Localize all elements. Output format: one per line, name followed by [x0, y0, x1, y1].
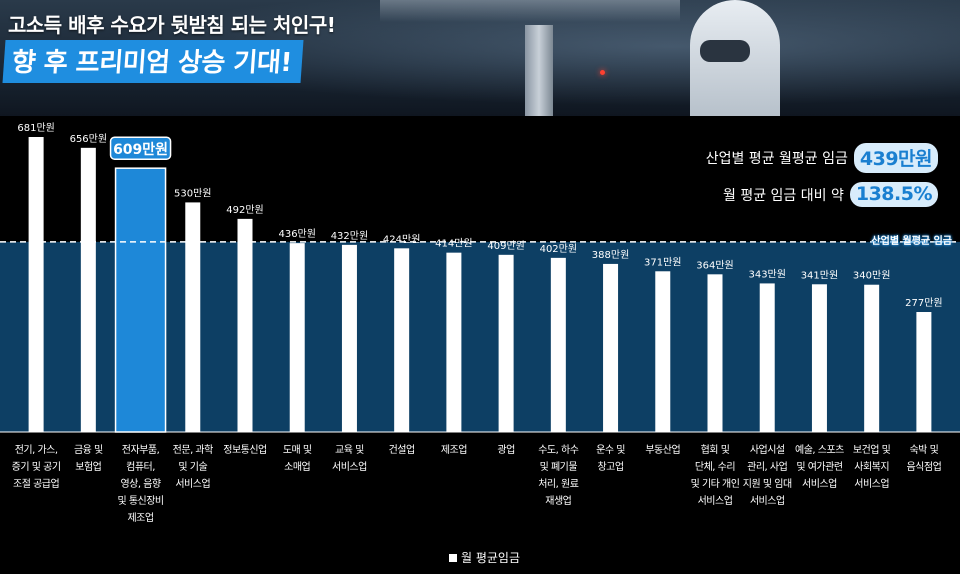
- value-label: 277만원: [905, 297, 943, 309]
- value-label: 388만원: [592, 249, 630, 261]
- bar: [811, 284, 827, 432]
- value-label: 371만원: [644, 256, 682, 268]
- value-label: 341만원: [801, 269, 839, 281]
- headline-subtitle: 고소득 배후 수요가 뒷받침 되는 처인구!: [8, 13, 336, 37]
- average-wage-value: 439만원: [853, 143, 938, 173]
- value-label: 409만원: [487, 240, 525, 252]
- bar: [550, 257, 566, 432]
- category-label: 사업시설 관리, 사업 지원 및 임대 서비스업: [742, 445, 792, 507]
- value-label: 364만원: [696, 259, 734, 271]
- value-label: 343만원: [748, 268, 786, 280]
- value-label: 340만원: [853, 270, 891, 282]
- category-label: 예술, 스포츠 및 여가관련 서비스업: [795, 445, 844, 490]
- bar: [446, 252, 462, 432]
- bar: [916, 312, 932, 432]
- bar: [864, 284, 880, 432]
- category-label: 전자부품, 컴퓨터, 영상, 음향 및 통신장비 제조업: [117, 445, 164, 524]
- bar: [289, 243, 305, 432]
- category-label: 금융 및 보험업: [73, 445, 103, 473]
- bar: [498, 254, 514, 432]
- category-label: 도매 및 소매업: [282, 445, 312, 473]
- category-label: 보건업 및 사회복지 서비스업: [852, 445, 891, 490]
- category-label: 수도, 하수 및 폐기물 처리, 원료 재생업: [538, 445, 579, 507]
- ratio-row: 월 평균 임금 대비 약 138.5%: [723, 182, 938, 207]
- value-label: 424만원: [383, 233, 421, 245]
- category-label: 전문, 과학 및 기술 서비스업: [172, 445, 214, 490]
- category-label: 협회 및 단체, 수리 및 기타 개인 서비스업: [690, 445, 740, 507]
- machine-tower: [525, 25, 553, 116]
- bar: [707, 274, 723, 432]
- value-label: 402만원: [540, 243, 578, 255]
- value-label: 432만원: [331, 230, 369, 242]
- bar: [237, 218, 253, 432]
- highlight-value-box: [109, 136, 172, 160]
- bar: [341, 244, 357, 432]
- value-label: 414만원: [435, 238, 473, 250]
- ratio-value: 138.5%: [849, 182, 938, 207]
- bar: [185, 202, 201, 432]
- value-label: 656만원: [70, 133, 108, 145]
- highlight-value-label: 609만원: [113, 142, 168, 158]
- category-label: 광업: [497, 445, 515, 456]
- category-label: 정보통신업: [223, 445, 267, 456]
- category-label: 전기, 가스, 증기 및 공기 조절 공급업: [11, 445, 61, 490]
- category-label: 운수 및 창고업: [596, 445, 625, 473]
- value-label: 492만원: [226, 204, 264, 216]
- bar: [28, 137, 44, 432]
- ratio-label: 월 평균 임금 대비 약: [723, 187, 844, 204]
- bar: [80, 147, 96, 433]
- worker-visor: [700, 40, 750, 62]
- category-label: 건설업: [388, 445, 416, 456]
- header-banner: 고소득 배후 수요가 뒷받침 되는 처인구! 향 후 프리미엄 상승 기대!: [0, 0, 960, 116]
- legend-label: 월 평균임금: [461, 551, 521, 565]
- bar: [655, 271, 671, 432]
- red-indicator: [600, 70, 605, 75]
- legend-swatch: [449, 553, 457, 562]
- legend: 월 평균임금: [449, 549, 520, 566]
- value-label: 436만원: [278, 228, 316, 240]
- ceiling-light: [380, 0, 680, 22]
- bar-highlight: [114, 167, 167, 433]
- category-label: 교육 및 서비스업: [332, 445, 367, 473]
- average-wage-label: 산업별 평균 월평균 임금: [705, 151, 848, 167]
- average-line-label: 산업별 월평균 임금: [871, 236, 952, 247]
- category-label: 제조업: [440, 445, 468, 456]
- average-wage-row: 산업별 평균 월평균 임금 439만원: [706, 143, 938, 173]
- bar: [603, 263, 619, 432]
- category-label: 부동산업: [645, 445, 681, 456]
- value-label: 681만원: [17, 122, 55, 134]
- value-label: 530만원: [174, 187, 212, 199]
- bar: [759, 283, 775, 432]
- bar: [394, 248, 410, 432]
- category-label: 숙박 및 음식점업: [906, 445, 942, 473]
